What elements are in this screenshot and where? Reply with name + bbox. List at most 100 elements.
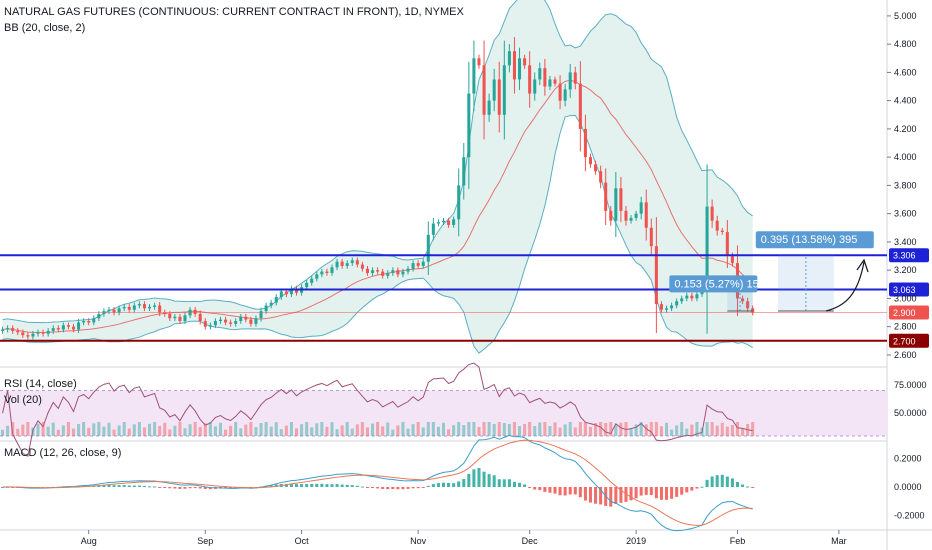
volume-bar	[578, 422, 582, 436]
macd-histogram-bar	[588, 487, 593, 503]
projection-arrowhead	[856, 258, 869, 273]
candle	[234, 321, 238, 324]
macd-histogram-bar	[528, 487, 532, 488]
macd-histogram-bar	[441, 482, 446, 487]
macd-legend[interactable]: MACD (12, 26, close, 9)	[4, 447, 122, 459]
candle	[746, 301, 750, 309]
macd-histogram-bar	[436, 483, 440, 487]
macd-histogram-bar	[690, 487, 694, 491]
candle	[269, 302, 273, 306]
volume-bar	[66, 422, 70, 436]
volume-bar	[264, 422, 268, 436]
volume-bar	[137, 422, 141, 436]
candle	[730, 256, 734, 264]
macd-histogram-bar	[594, 487, 598, 504]
price-axis-tick-label: 2.600	[894, 350, 917, 360]
candle	[305, 282, 309, 288]
candle	[457, 185, 461, 220]
volume-bar	[741, 428, 745, 436]
bb-legend[interactable]: BB (20, close, 2)	[4, 22, 86, 34]
measure-box	[727, 289, 753, 312]
price-axis-tick-label: 5.000	[894, 11, 917, 21]
price-axis-tick-label: 4.000	[894, 152, 917, 162]
macd-axis-tick-label: 0.0000	[894, 482, 922, 492]
volume-bar	[229, 425, 233, 436]
volume-bar	[507, 424, 511, 436]
macd-histogram-bar	[340, 484, 344, 487]
volume-bar	[690, 424, 694, 436]
macd-histogram-bar	[472, 469, 476, 487]
macd-histogram-bar	[371, 487, 375, 488]
candle	[604, 182, 608, 211]
candle	[675, 301, 679, 306]
macd-histogram-bar	[578, 487, 582, 498]
volume-bar	[46, 426, 50, 436]
candle	[599, 171, 603, 183]
candle	[421, 261, 425, 266]
macd-histogram-bar	[614, 487, 618, 504]
candle	[274, 297, 278, 303]
candle	[371, 270, 375, 273]
rsi-legend[interactable]: RSI (14, close)	[4, 378, 77, 390]
macd-histogram-bar	[467, 473, 471, 487]
volume-bar	[462, 425, 466, 436]
candle	[487, 100, 491, 115]
candle	[239, 316, 243, 322]
volume-bar	[87, 427, 91, 436]
volume-bar	[624, 422, 628, 436]
candle	[46, 330, 50, 334]
volume-bar	[279, 429, 283, 436]
vol-legend[interactable]: Vol (20)	[4, 394, 42, 406]
macd-histogram-bar	[289, 483, 293, 487]
macd-histogram-bar	[401, 487, 405, 490]
volume-bar	[376, 422, 380, 436]
candle	[97, 313, 101, 319]
volume-bar	[619, 422, 623, 436]
macd-histogram-bar	[173, 487, 177, 489]
price-axis-tick-label: 4.600	[894, 67, 917, 77]
candle	[472, 58, 476, 94]
candle	[751, 308, 755, 313]
bb-upper-band	[2, 0, 753, 324]
candle	[31, 333, 35, 337]
volume-bar	[208, 422, 212, 436]
macd-histogram-bar	[97, 485, 101, 487]
candle	[431, 223, 435, 235]
candle	[436, 222, 440, 224]
candle	[330, 267, 334, 273]
candle	[279, 291, 283, 298]
candles	[1, 37, 755, 340]
volume-bar	[751, 422, 755, 436]
macd-histogram-bar	[518, 482, 522, 487]
candle	[132, 305, 136, 310]
candle	[193, 309, 197, 314]
candle	[583, 128, 587, 158]
volume-bar	[6, 425, 10, 436]
candle	[208, 325, 212, 327]
candle	[416, 263, 420, 266]
macd-histogram-bar	[558, 487, 562, 496]
candle	[518, 58, 522, 80]
candle	[77, 322, 81, 330]
time-axis-label: Oct	[295, 536, 310, 546]
candle	[11, 328, 15, 331]
candle	[158, 305, 162, 313]
volume-bar	[700, 427, 704, 436]
volume-bar	[254, 427, 258, 436]
candle	[315, 274, 319, 279]
volume-bar	[340, 425, 344, 436]
price-axis-tick-label: 3.400	[894, 237, 917, 247]
macd-histogram-bar	[634, 487, 638, 499]
macd-histogram-bar	[406, 487, 410, 489]
volume-bar	[244, 424, 248, 436]
macd-histogram-bar	[710, 476, 714, 487]
volume-bar	[609, 422, 613, 436]
macd-histogram-bar	[654, 487, 658, 499]
candle	[148, 306, 152, 309]
macd-histogram-bar	[325, 484, 329, 487]
volume-bar	[477, 427, 481, 436]
volume-bar	[649, 422, 653, 436]
candle	[482, 65, 486, 115]
volume-bar	[518, 426, 522, 436]
